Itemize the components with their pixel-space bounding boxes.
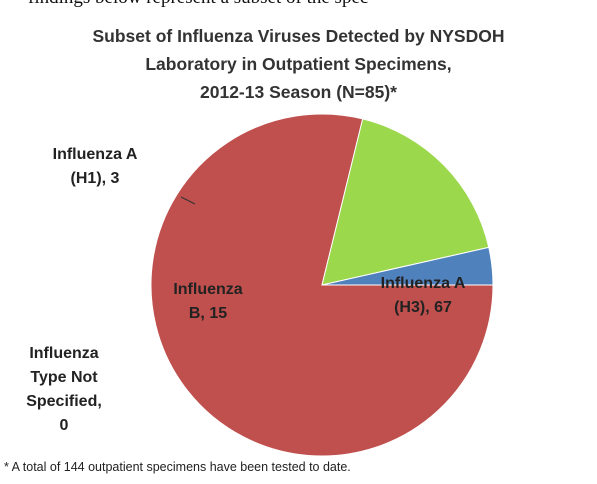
chart-title-line: 2012-13 Season (N=85)* [200,82,397,102]
pie-svg [150,113,494,457]
label-line: Type Not [30,369,98,386]
chart-footnote: * A total of 144 outpatient specimens ha… [4,460,351,474]
label-influenza-not-specified: Influenza Type Not Specified, 0 [14,342,114,438]
label-influenza-b: Influenza B, 15 [148,278,268,326]
label-line: (H1), 3 [70,170,120,187]
label-line: Influenza [173,281,243,298]
chart-title-line: Subset of Influenza Viruses Detected by … [92,26,505,46]
pie-slices [150,113,494,457]
label-line: (H3), 67 [394,299,452,316]
pie-slice-influenza-a-h3- [150,113,494,457]
cropped-paragraph-text: findings below represent a subset of the… [28,0,588,9]
chart-title: Subset of Influenza Viruses Detected by … [0,22,597,106]
chart-title-line: Laboratory in Outpatient Specimens, [145,54,452,74]
label-line: Influenza A [380,275,466,292]
pie-slice-influenza-b [321,118,490,286]
label-influenza-a-h3: Influenza A (H3), 67 [348,272,498,320]
h1-leader-line [180,196,196,205]
pie-slice-influenza-a-h1- [321,246,494,286]
label-influenza-a-h1: Influenza A (H1), 3 [30,143,160,191]
pie-chart: Subset of Influenza Viruses Detected by … [0,14,597,484]
label-line: Influenza [29,345,99,362]
label-line: 0 [59,417,69,434]
label-line: Specified, [26,393,102,410]
label-line: B, 15 [188,305,228,322]
label-line: Influenza A [52,146,138,163]
